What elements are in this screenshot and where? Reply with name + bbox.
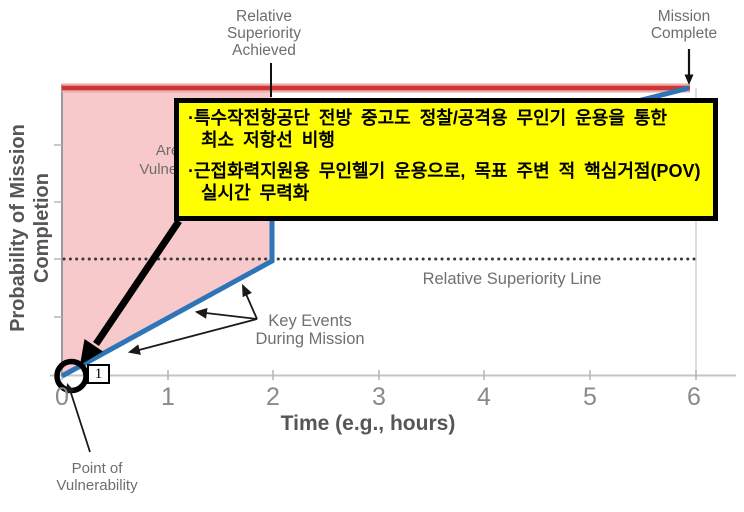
key-events-arrows: [127, 283, 258, 355]
point-of-vulnerability-label: Point of Vulnerability: [56, 460, 138, 494]
x-axis-title: Time (e.g., hours): [280, 412, 456, 435]
annotation-callout-box: ·특수작전항공단 전방 중고도 정찰/공격용 무인기 운용을 통한 최소 저항선…: [174, 98, 718, 221]
mission-complete-label: Mission Complete: [650, 8, 718, 42]
relative-superiority-line-label: Relative Superiority Line: [422, 270, 602, 288]
x-tick-0: 0: [55, 383, 69, 411]
event-marker-1-box: 1: [87, 364, 110, 384]
rs-achieved-label: Relative Superiority Achieved: [226, 8, 302, 59]
callout-to-origin-arrow: [80, 219, 182, 365]
x-tick-1: 1: [161, 383, 175, 411]
y-tick-marks: [54, 144, 62, 318]
x-tick-marks: [61, 370, 697, 380]
x-tick-2: 2: [266, 383, 280, 411]
x-tick-6: 6: [687, 383, 701, 411]
callout-bullet-2: ·근접화력지원용 무인헬기 운용으로, 목표 주변 적 핵심거점(POV) 실시…: [188, 161, 701, 203]
x-tick-5: 5: [583, 383, 597, 411]
mission-complete-arrow: [684, 49, 694, 85]
x-tick-3: 3: [372, 383, 386, 411]
key-events-label: Key Events During Mission: [255, 312, 365, 348]
y-axis-title: Probability of Mission Completion: [7, 124, 53, 332]
pov-pointer-arrow: [66, 383, 91, 453]
x-tick-4: 4: [477, 383, 491, 411]
callout-bullet-1: ·특수작전항공단 전방 중고도 정찰/공격용 무인기 운용을 통한 최소 저항선…: [188, 108, 667, 150]
